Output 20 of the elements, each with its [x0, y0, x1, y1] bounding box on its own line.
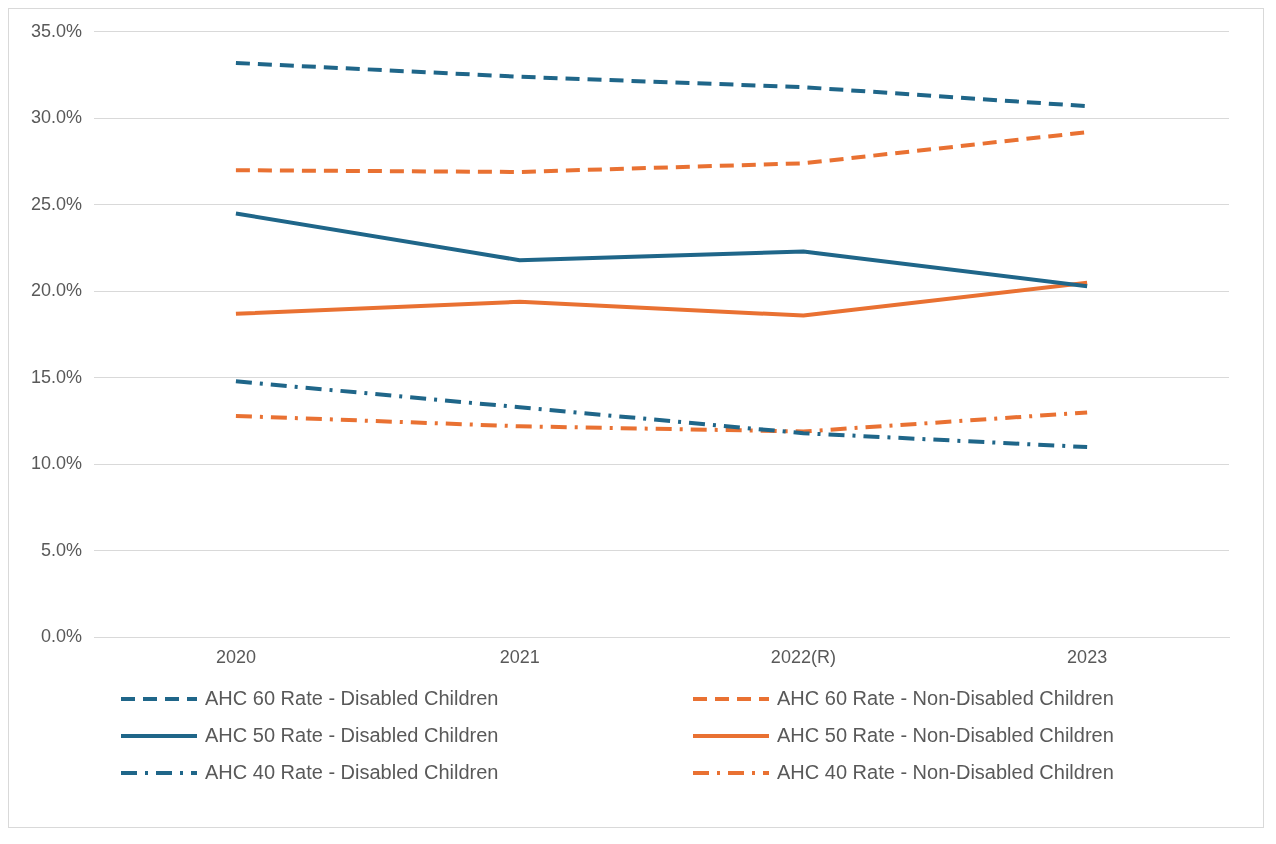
x-tick-label: 2023	[1067, 647, 1108, 668]
x-tick-label: 2020	[215, 647, 256, 668]
y-tick-label: 15.0%	[30, 366, 83, 387]
legend-label: AHC 40 Rate - Disabled Children	[205, 761, 499, 784]
legend-label: AHC 50 Rate - Disabled Children	[205, 724, 499, 747]
legend-label: AHC 60 Rate - Non-Disabled Children	[777, 687, 1114, 710]
y-tick-label: 25.0%	[30, 193, 83, 214]
legend-label: AHC 40 Rate - Non-Disabled Children	[777, 761, 1114, 784]
line-series	[233, 410, 1090, 434]
line-series	[233, 379, 1090, 450]
y-tick-label: 5.0%	[41, 539, 83, 560]
x-tick-label: 2021	[499, 647, 540, 668]
legend-label: AHC 50 Rate - Non-Disabled Children	[777, 724, 1114, 747]
y-tick-label: 20.0%	[30, 280, 83, 301]
y-tick-label: 30.0%	[30, 107, 83, 128]
y-tick-label: 0.0%	[41, 626, 83, 647]
x-tick-label: 2022(R)	[770, 647, 836, 668]
legend-label: AHC 60 Rate - Disabled Children	[205, 687, 499, 710]
y-tick-label: 10.0%	[30, 453, 83, 474]
y-tick-label: 35.0%	[30, 20, 83, 41]
